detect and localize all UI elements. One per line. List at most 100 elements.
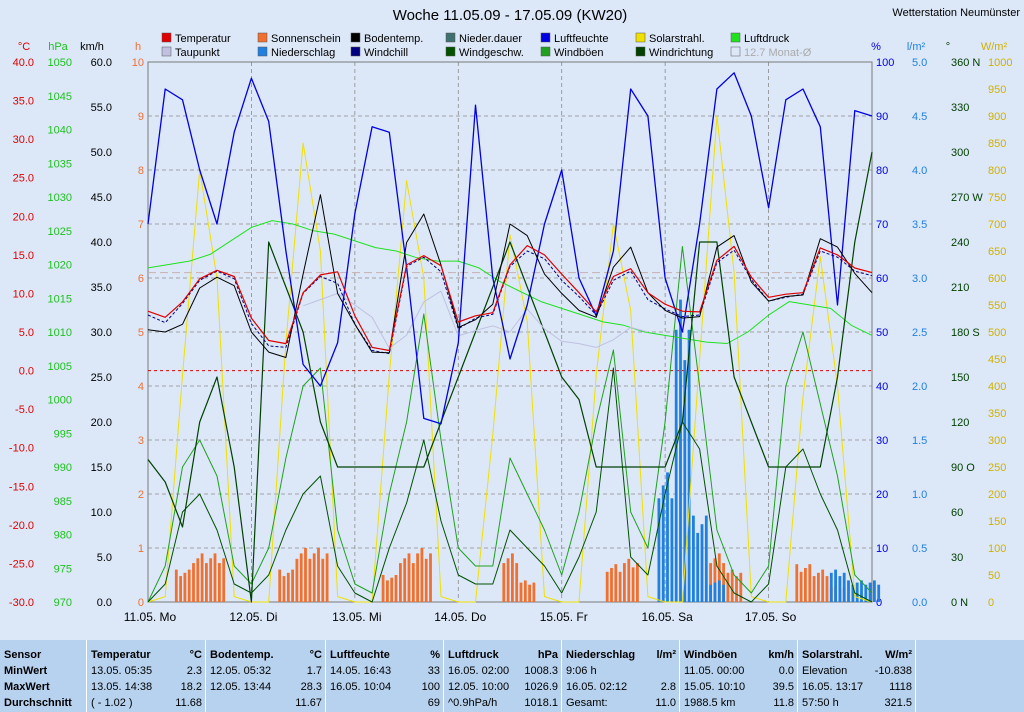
- wind-axis-tick: 35.0: [91, 282, 112, 294]
- humidity-axis-tick: 70: [876, 219, 888, 231]
- rain-bar: [687, 329, 691, 602]
- sunshine-axis-tick: 3: [138, 435, 144, 447]
- wind-axis-tick: 20.0: [91, 417, 112, 429]
- sunshine-bar: [523, 580, 527, 602]
- rain-bar: [657, 498, 661, 602]
- sunshine-bar: [381, 575, 385, 602]
- sunshine-bar: [183, 572, 187, 602]
- stat-row: 16.05. 02:12 2.8: [566, 679, 676, 695]
- direction-axis-tick: 240: [951, 237, 969, 249]
- sunshine-bar: [386, 580, 389, 602]
- temp-axis-tick: 15.0: [13, 250, 34, 262]
- stat-label: 15.05. 10:10: [684, 681, 746, 693]
- humidity-axis-tick: 20: [876, 489, 888, 501]
- stat-row: 13.05. 14:38 18.2: [91, 679, 202, 695]
- direction-axis-tick: 270 W: [951, 192, 983, 204]
- rain-bar: [877, 584, 881, 602]
- legend-label: Luftfeuchte: [554, 33, 608, 45]
- rain-bar: [834, 569, 837, 602]
- stat-row: 15.05. 10:10 39.5: [684, 679, 794, 695]
- rain-bar: [717, 580, 721, 602]
- stat-value: 11.68: [175, 697, 202, 709]
- stat-value: 1118: [889, 681, 912, 693]
- stat-label: ( - 1.02 ): [91, 697, 133, 709]
- stat-header: Solarstrahl. W/m²: [802, 647, 912, 663]
- solar-axis-tick: 750: [988, 192, 1006, 204]
- stat-row: 12.05. 10:00 1026.9: [448, 679, 558, 695]
- pressure-axis-tick: 1050: [48, 57, 72, 69]
- sunshine-bar: [295, 558, 299, 602]
- sunshine-bar: [321, 558, 325, 602]
- legend-label: Temperatur: [175, 33, 231, 45]
- sunshine-axis-tick: 6: [138, 273, 144, 285]
- legend: Temperatur Sonnenschein Bodentemp. Nieder.d…: [161, 32, 812, 59]
- sunshine-bar: [291, 569, 294, 602]
- stat-value: 11.67: [295, 697, 322, 709]
- day-label: 14.05. Do: [434, 610, 486, 624]
- stat-value: 1008.3: [524, 665, 558, 677]
- rain-axis-tick: 2.5: [912, 327, 927, 339]
- solar-axis-tick: 50: [988, 570, 1000, 582]
- axis-unit: °: [946, 41, 950, 53]
- wind-axis-tick: 50.0: [91, 147, 112, 159]
- pressure-axis-tick: 970: [54, 597, 72, 609]
- stat-value: 321.5: [884, 697, 912, 709]
- wind-speed-line: [147, 367, 873, 603]
- sunshine-bar: [515, 563, 519, 602]
- direction-axis-tick: 60: [951, 507, 963, 519]
- direction-axis-tick: 210: [951, 282, 969, 294]
- sunshine-axis-tick: 2: [138, 489, 144, 501]
- legend-label: Luftdruck: [744, 33, 790, 45]
- wind-axis-tick: 40.0: [91, 237, 112, 249]
- rain-bar: [868, 582, 872, 602]
- pressure-axis-tick: 985: [54, 496, 72, 508]
- wind-axis-tick: 25.0: [91, 372, 112, 384]
- sunshine-bar: [717, 553, 721, 602]
- rain-bar: [696, 532, 700, 602]
- temp-axis-tick: 10.0: [13, 288, 34, 300]
- rain-bar: [847, 580, 850, 602]
- axes: 40.035.030.025.020.015.010.05.00.0-5.0-1…: [9, 41, 1013, 624]
- sunshine-bar: [278, 569, 282, 602]
- stat-row: 16.05. 13:17 1118: [802, 679, 912, 695]
- sunshine-bar: [299, 553, 303, 602]
- temp-axis-tick: -10.0: [9, 443, 34, 455]
- stat-row: Elevation -10.838: [802, 663, 912, 679]
- stat-value: 2.3: [186, 665, 202, 677]
- sunshine-bar: [213, 553, 217, 602]
- rain-bar: [851, 584, 855, 602]
- pressure-axis-tick: 1000: [48, 395, 72, 407]
- sunshine-bar: [532, 582, 536, 602]
- stat-column: Luftfeuchte% 14.05. 16:43 33 16.05. 10:04 10…: [325, 640, 444, 712]
- stat-label: Gesamt:: [566, 697, 608, 709]
- stat-label: 12.05. 10:00: [448, 681, 510, 693]
- temp-axis-tick: 20.0: [13, 211, 34, 223]
- stat-label: 13.05. 14:38: [91, 681, 153, 693]
- stat-value: 100: [421, 681, 440, 693]
- sunshine-bar: [605, 571, 609, 602]
- direction-axis-tick: 300: [951, 147, 969, 159]
- sunshine-bar: [795, 564, 799, 602]
- sunshine-bar: [282, 576, 286, 602]
- solar-axis-tick: 0: [988, 597, 994, 609]
- stat-label: Solarstrahl.: [802, 649, 863, 661]
- sunshine-axis-tick: 10: [132, 57, 144, 69]
- stat-label: 12.05. 05:32: [210, 665, 272, 677]
- stat-value: °C: [189, 649, 202, 661]
- solar-axis-tick: 1000: [988, 57, 1012, 69]
- sunshine-bar: [411, 563, 415, 602]
- solar-axis-tick: 350: [988, 408, 1006, 420]
- sunshine-bar: [506, 558, 510, 602]
- axis-unit: W/m²: [981, 41, 1008, 53]
- stat-label: ^0.9hPa/h: [448, 697, 498, 709]
- temp-axis-tick: -5.0: [15, 404, 34, 416]
- humidity-axis-tick: 90: [876, 111, 888, 123]
- axis-unit: h: [135, 41, 141, 53]
- legend-swatch: [445, 46, 456, 57]
- legend-swatch: [350, 46, 361, 57]
- legend-label: Windböen: [554, 47, 604, 59]
- rain-bar: [722, 584, 725, 602]
- pressure-axis-tick: 1030: [48, 192, 72, 204]
- solar-axis-tick: 250: [988, 462, 1006, 474]
- sunshine-axis-tick: 9: [138, 111, 144, 123]
